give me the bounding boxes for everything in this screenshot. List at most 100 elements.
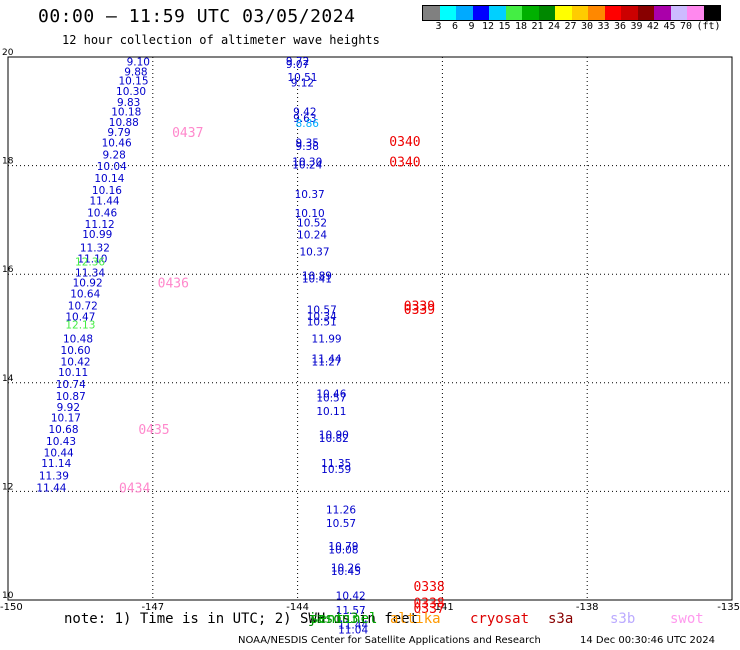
wave-height-label: 9.07 (286, 59, 309, 71)
wave-height-label: 11.44 (36, 483, 66, 495)
wave-height-label: 10.89 (302, 270, 332, 282)
pass-time-label: 0337 (413, 602, 444, 617)
wave-height-label: 10.37 (295, 189, 325, 201)
wave-height-label: 10.74 (56, 379, 86, 391)
wave-height-label: 10.68 (48, 424, 78, 436)
legend-swatch (456, 6, 473, 20)
x-tick-label: -144 (286, 602, 309, 613)
wave-height-label: 9.12 (291, 78, 314, 90)
wave-height-label: 9.63 (293, 113, 316, 125)
wave-height-label: 11.27 (312, 357, 342, 369)
page-title: 00:00 – 11:59 UTC 03/05/2024 (38, 6, 356, 27)
legend-swatch (654, 6, 671, 20)
legend-label: 24 (547, 21, 561, 32)
wave-height-label: 9.83 (117, 97, 140, 109)
wave-height-label: 10.57 (307, 304, 337, 316)
legend-swatch (538, 6, 555, 20)
wave-height-label: 11.57 (336, 605, 366, 617)
wave-height-label: 10.72 (68, 301, 98, 313)
wave-height-label: 10.46 (102, 137, 132, 149)
wave-height-label: 10.87 (56, 391, 86, 403)
legend-label: 30 (580, 21, 594, 32)
wave-height-label: 10.88 (109, 117, 139, 129)
legend-label: (ft) (696, 21, 721, 32)
legend-swatch (637, 6, 654, 20)
x-tick-label: -138 (576, 602, 599, 613)
plot-frame (7, 56, 733, 601)
wave-height-label: 11.44 (312, 353, 342, 365)
pass-time-label: 0435 (138, 423, 169, 438)
y-tick-label: 18 (2, 157, 14, 167)
wave-height-label: 10.11 (316, 406, 346, 418)
wave-height-label: 11.39 (39, 471, 69, 483)
wave-height-label: 11.12 (85, 219, 115, 231)
wave-height-label: 10.42 (336, 591, 366, 603)
wave-height-label: 10.46 (316, 389, 346, 401)
x-tick-label: -150 (0, 602, 23, 613)
wave-height-label: 10.11 (58, 367, 88, 379)
wave-height-label: 11.44 (338, 619, 368, 631)
wave-height-label: 10.57 (326, 518, 356, 530)
legend-swatch (522, 6, 539, 20)
wave-height-label: 10.45 (331, 566, 361, 578)
legend-label: 42 (646, 21, 660, 32)
legend-swatch (604, 6, 621, 20)
legend-label: 27 (564, 21, 577, 32)
wave-height-label: 11.26 (326, 504, 356, 516)
wave-height-label: 11.34 (75, 268, 105, 280)
legend-swatch (489, 6, 506, 20)
wave-height-label: 10.48 (63, 333, 93, 345)
legend-label: 39 (630, 21, 643, 32)
wave-height-label: 12.13 (65, 320, 95, 332)
legend-label: 3 (435, 21, 442, 32)
legend-label: 21 (531, 21, 544, 32)
wave-height-label: 10.41 (302, 274, 332, 286)
legend-label: 12 (481, 21, 495, 32)
y-tick-label: 14 (2, 374, 14, 384)
legend-label: 15 (498, 21, 511, 32)
wave-height-label: 10.52 (297, 218, 327, 230)
wave-height-label: 10.04 (97, 161, 127, 173)
color-scale-legend (422, 5, 721, 21)
wave-height-label: 11.14 (41, 458, 71, 470)
wave-height-label: 11.44 (90, 195, 120, 207)
wave-height-label: 11.10 (77, 253, 107, 265)
wave-height-label: 9.38 (296, 141, 319, 153)
wave-height-label: 10.08 (328, 545, 358, 557)
y-tick-label: 10 (2, 591, 14, 601)
satellite-swot-label: swot (670, 611, 704, 627)
wave-height-label: 10.18 (111, 106, 141, 118)
wave-height-label: 10.46 (87, 207, 117, 219)
pass-time-label: 0339 (404, 303, 435, 318)
wave-height-label: 8.86 (296, 118, 320, 130)
y-tick-label: 20 (2, 48, 14, 58)
wave-height-label: 10.10 (295, 208, 325, 220)
x-tick-label: -141 (431, 602, 454, 613)
wave-height-label: 9.42 (293, 106, 316, 118)
wave-height-label: 10.64 (70, 289, 100, 301)
legend-swatch (670, 6, 687, 20)
wave-height-label: 12.36 (75, 257, 105, 269)
satellite-sentinel-label: sentinel (310, 611, 378, 627)
pass-time-label: 0338 (413, 597, 444, 612)
wave-height-label: 10.37 (299, 246, 329, 258)
footer-note: note: 1) Time is in UTC; 2) SWH is in fe… (64, 611, 419, 627)
pass-time-label: 0434 (119, 482, 150, 497)
legend-swatch (703, 6, 720, 20)
wave-height-label: 10.47 (65, 312, 95, 324)
x-tick-label: -135 (717, 602, 740, 613)
wave-height-label: 10.44 (44, 447, 74, 459)
legend-label: 45 (663, 21, 676, 32)
generated-timestamp: 14 Dec 00:30:46 UTC 2024 (580, 635, 715, 646)
wave-height-label: 10.43 (46, 436, 76, 448)
legend-swatch (439, 6, 456, 20)
pass-time-label: 0436 (158, 276, 189, 291)
y-tick-label: 16 (2, 265, 14, 275)
wave-height-label: 9.10 (127, 56, 150, 68)
wave-height-label: 9.28 (102, 150, 125, 162)
wave-height-label: 10.90 (319, 429, 349, 441)
wave-height-label: 10.79 (328, 541, 358, 553)
legend-label: 9 (468, 21, 475, 32)
legend-swatch (472, 6, 489, 20)
y-tick-label: 12 (2, 482, 13, 492)
